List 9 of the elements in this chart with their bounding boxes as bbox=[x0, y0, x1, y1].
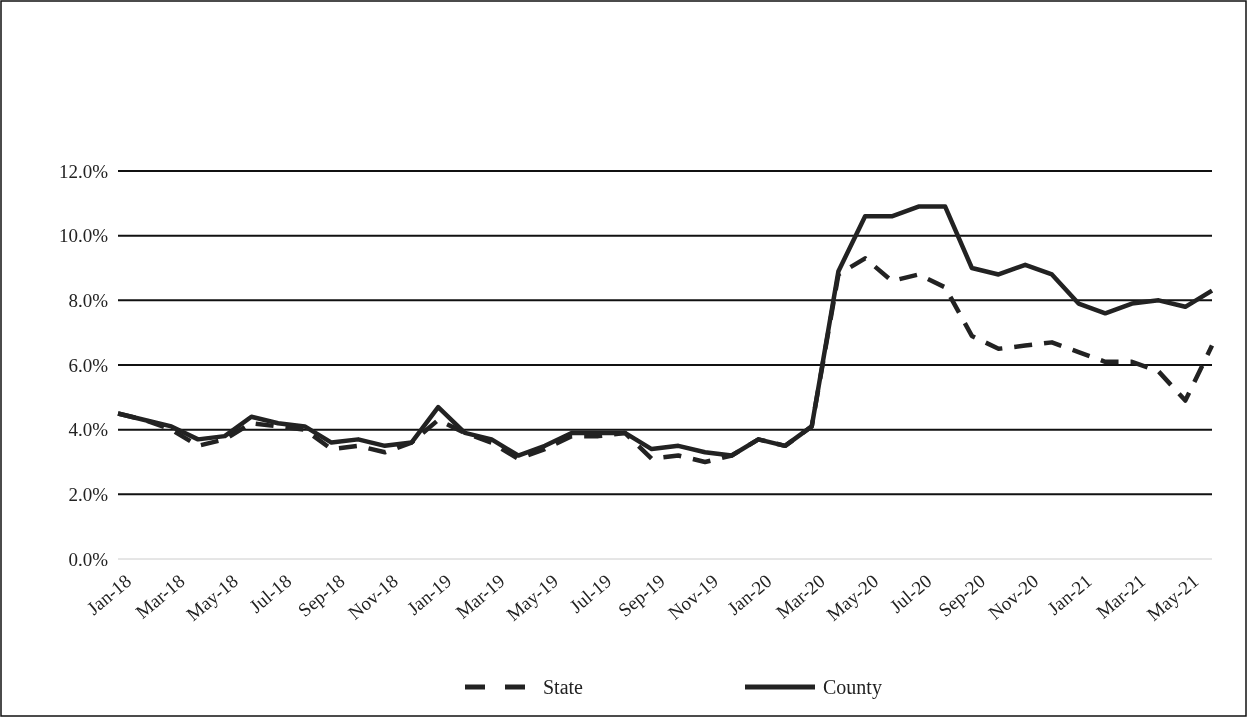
legend-label: State bbox=[543, 676, 584, 698]
y-tick-label: 8.0% bbox=[68, 289, 109, 311]
legend-label: County bbox=[823, 676, 882, 699]
y-tick-label: 0.0% bbox=[68, 548, 109, 570]
y-tick-label: 6.0% bbox=[68, 354, 109, 376]
y-tick-label: 10.0% bbox=[58, 225, 109, 247]
y-tick-label: 12.0% bbox=[58, 160, 109, 182]
y-tick-label: 4.0% bbox=[68, 419, 109, 441]
y-tick-label: 2.0% bbox=[68, 483, 109, 505]
